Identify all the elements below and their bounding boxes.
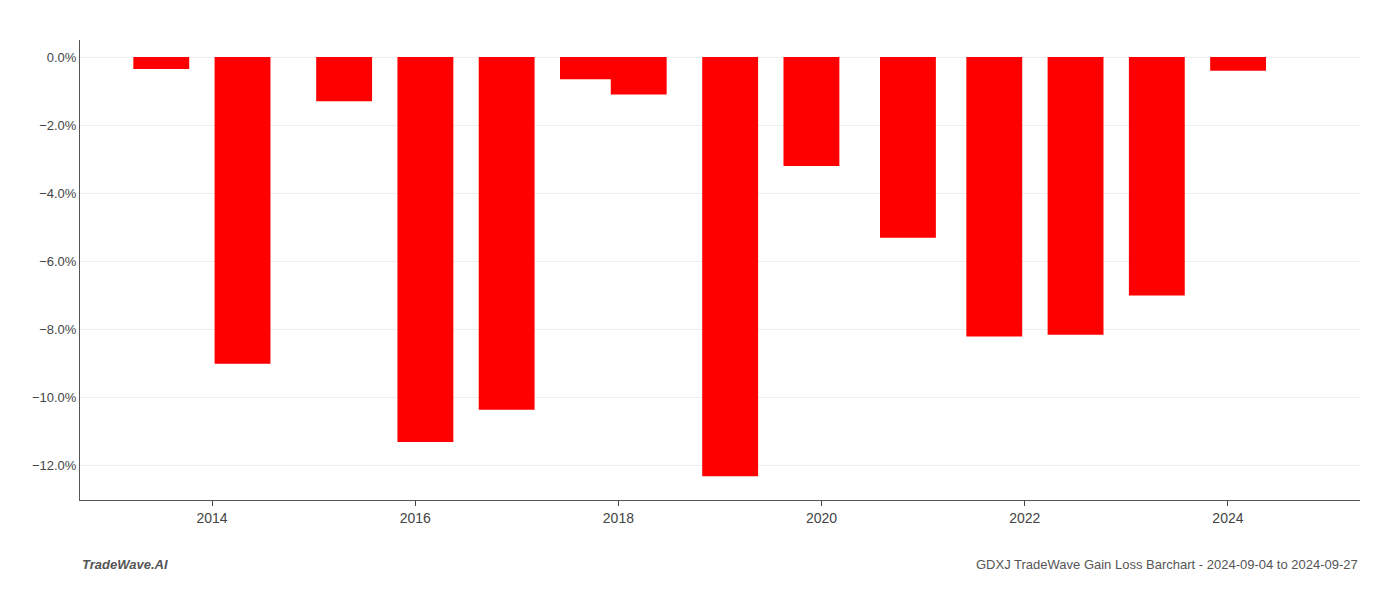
svg-text:2018: 2018 <box>603 510 634 526</box>
svg-text:−4.0%: −4.0% <box>39 186 77 201</box>
svg-text:GDXJ TradeWave Gain Loss Barch: GDXJ TradeWave Gain Loss Barchart - 2024… <box>976 557 1358 572</box>
svg-text:2014: 2014 <box>196 510 227 526</box>
svg-text:−8.0%: −8.0% <box>39 322 77 337</box>
svg-text:TradeWave.AI: TradeWave.AI <box>82 557 168 572</box>
svg-text:2016: 2016 <box>400 510 431 526</box>
svg-text:−12.0%: −12.0% <box>32 458 77 473</box>
svg-text:2022: 2022 <box>1009 510 1040 526</box>
svg-text:2024: 2024 <box>1212 510 1243 526</box>
svg-text:2020: 2020 <box>806 510 837 526</box>
svg-text:0.0%: 0.0% <box>47 50 77 65</box>
svg-text:−6.0%: −6.0% <box>39 254 77 269</box>
svg-text:−2.0%: −2.0% <box>39 118 77 133</box>
svg-text:−10.0%: −10.0% <box>32 390 77 405</box>
